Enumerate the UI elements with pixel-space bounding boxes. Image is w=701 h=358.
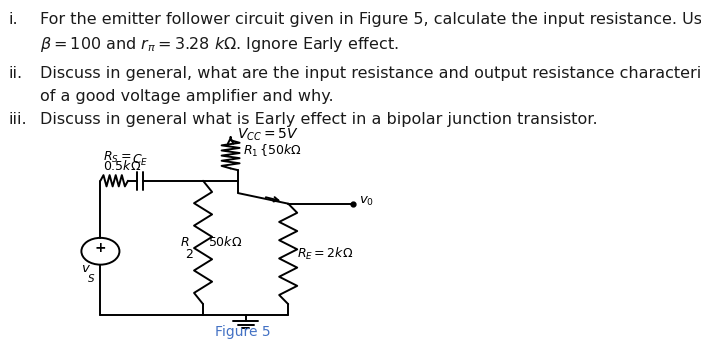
Text: $v$: $v$ — [81, 262, 91, 275]
Text: $S$: $S$ — [88, 272, 95, 284]
Text: Discuss in general what is Early effect in a bipolar junction transistor.: Discuss in general what is Early effect … — [41, 112, 598, 127]
Text: +: + — [95, 241, 107, 255]
Text: $\beta = 100$ and $r_{\pi} = 3.28\ k\Omega$. Ignore Early effect.: $\beta = 100$ and $r_{\pi} = 3.28\ k\Ome… — [41, 35, 400, 54]
Text: $R$: $R$ — [179, 236, 189, 249]
Text: For the emitter follower circuit given in Figure 5, calculate the input resistan: For the emitter follower circuit given i… — [41, 11, 701, 26]
Text: iii.: iii. — [9, 112, 27, 127]
Text: i.: i. — [9, 11, 18, 26]
Text: $R_S=$: $R_S=$ — [103, 150, 131, 165]
Text: Discuss in general, what are the input resistance and output resistance characte: Discuss in general, what are the input r… — [41, 66, 701, 81]
Text: $2$: $2$ — [186, 248, 194, 261]
Text: $50k\Omega$: $50k\Omega$ — [208, 236, 243, 250]
Text: $v_0$: $v_0$ — [360, 195, 374, 208]
Text: $0.5k\Omega$: $0.5k\Omega$ — [103, 159, 141, 173]
Text: of a good voltage amplifier and why.: of a good voltage amplifier and why. — [41, 89, 334, 104]
Text: $C_E$: $C_E$ — [132, 153, 148, 168]
Text: ii.: ii. — [9, 66, 23, 81]
Text: Figure 5: Figure 5 — [215, 325, 271, 339]
Text: $R_E= 2k\Omega$: $R_E= 2k\Omega$ — [297, 246, 353, 262]
Text: $R_1\,\{50k\Omega$: $R_1\,\{50k\Omega$ — [243, 143, 302, 159]
Text: $V_{CC}=5V$: $V_{CC}=5V$ — [237, 127, 298, 143]
